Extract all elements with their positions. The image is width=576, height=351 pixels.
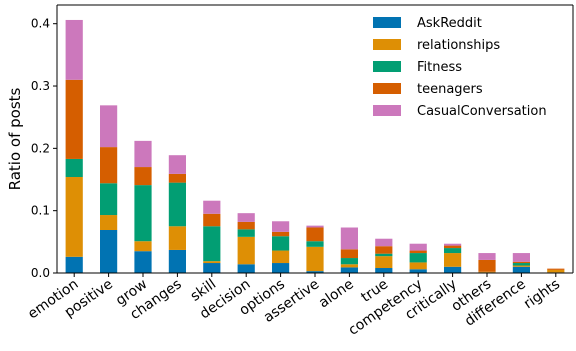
bar-segment-critically-AskReddit (444, 266, 462, 273)
bar-segment-critically-teenagers (444, 245, 462, 249)
y-tick-label: 0.1 (31, 204, 50, 218)
bar-segment-difference-Fitness (512, 263, 530, 266)
bar-segment-grow-AskReddit (134, 251, 152, 273)
legend-swatch-teenagers (373, 83, 401, 94)
bar-segment-competency-relationships (409, 262, 427, 270)
legend-label-CasualConversation: CasualConversation (417, 104, 547, 119)
bar-segment-decision-CasualConversation (237, 213, 255, 222)
bar-segment-changes-CasualConversation (168, 155, 186, 174)
bar-segment-alone-teenagers (340, 249, 358, 259)
bar-segment-others-relationships (478, 271, 496, 273)
bar-segment-difference-AskReddit (512, 266, 530, 273)
bar-segment-emotion-AskReddit (65, 256, 83, 273)
bar-segment-skill-Fitness (203, 226, 221, 262)
bar-segment-true-AskReddit (375, 268, 393, 273)
bar-segment-grow-teenagers (134, 167, 152, 186)
bar-segment-changes-AskReddit (168, 249, 186, 273)
bar-segment-alone-relationships (340, 264, 358, 268)
legend: AskReddit relationships Fitness teenagers Ca… (373, 16, 547, 119)
bar-segment-options-relationships (272, 250, 290, 264)
x-tick-label-rights: rights (521, 276, 563, 312)
bar-segment-true-teenagers (375, 246, 393, 254)
bar-segment-decision-teenagers (237, 221, 255, 230)
bar-segment-options-AskReddit (272, 263, 290, 273)
legend-swatch-relationships (373, 39, 401, 50)
y-tick-label: 0.2 (31, 141, 50, 155)
bar-segment-critically-relationships (444, 253, 462, 267)
bar-segment-alone-CasualConversation (340, 227, 358, 250)
bar-segment-competency-CasualConversation (409, 243, 427, 251)
legend-swatch-CasualConversation (373, 105, 401, 116)
y-tick-label: 0.3 (31, 79, 50, 93)
bar-segment-changes-teenagers (168, 173, 186, 183)
bar-segment-alone-AskReddit (340, 267, 358, 273)
x-tick-label-alone: alone (316, 276, 357, 311)
y-axis-label: Ratio of posts (6, 87, 24, 190)
y-tick-label: 0.4 (31, 17, 50, 31)
bar-segment-true-CasualConversation (375, 238, 393, 247)
bar-segment-grow-Fitness (134, 185, 152, 242)
bar-segment-grow-CasualConversation (134, 140, 152, 168)
bar-segment-rights-relationships (547, 269, 565, 273)
bar-segment-true-Fitness (375, 253, 393, 257)
bar-segment-difference-CasualConversation (512, 253, 530, 262)
bar-segment-critically-Fitness (444, 248, 462, 254)
bar-segment-difference-teenagers (512, 261, 530, 264)
bar-segment-options-CasualConversation (272, 221, 290, 232)
bar-segment-difference-relationships (512, 265, 530, 267)
bar-segment-positive-teenagers (100, 147, 118, 184)
bar-segment-positive-CasualConversation (100, 105, 118, 148)
bar-segment-rights-teenagers (547, 268, 565, 270)
bar-segment-skill-relationships (203, 261, 221, 264)
bar-segment-competency-AskReddit (409, 269, 427, 273)
bar-segment-positive-AskReddit (100, 230, 118, 273)
bar-segment-assertive-CasualConversation (306, 225, 324, 228)
legend-swatch-AskReddit (373, 17, 401, 28)
bar-segment-positive-relationships (100, 215, 118, 230)
legend-swatch-Fitness (373, 61, 401, 72)
y-tick-label: 0.0 (31, 266, 50, 280)
bar-segment-emotion-CasualConversation (65, 19, 83, 80)
bar-segment-alone-Fitness (340, 258, 358, 265)
bar-segment-options-teenagers (272, 231, 290, 237)
bar-segment-positive-Fitness (100, 183, 118, 216)
bar-segment-skill-AskReddit (203, 263, 221, 273)
bar-segment-assertive-teenagers (306, 227, 324, 242)
bar-segment-emotion-relationships (65, 177, 83, 257)
bar-segment-competency-Fitness (409, 253, 427, 263)
bars-group (65, 19, 565, 273)
bar-segment-decision-Fitness (237, 229, 255, 237)
bar-segment-changes-Fitness (168, 182, 186, 227)
bar-segment-decision-relationships (237, 236, 255, 265)
legend-label-teenagers: teenagers (417, 82, 483, 97)
bar-segment-critically-CasualConversation (444, 243, 462, 246)
bar-segment-emotion-Fitness (65, 158, 83, 178)
bar-segment-assertive-Fitness (306, 241, 324, 247)
bar-segment-skill-teenagers (203, 213, 221, 227)
bar-segment-changes-relationships (168, 226, 186, 250)
legend-label-Fitness: Fitness (417, 60, 462, 75)
legend-label-relationships: relationships (417, 38, 500, 53)
bar-segment-assertive-relationships (306, 246, 324, 272)
bar-segment-skill-CasualConversation (203, 200, 221, 214)
bar-segment-others-CasualConversation (478, 253, 496, 260)
y-ticks-group: 0.0 0.1 0.2 0.3 0.4 (31, 17, 57, 280)
bar-segment-emotion-teenagers (65, 79, 83, 159)
legend-label-AskReddit: AskReddit (417, 16, 482, 31)
bar-segment-assertive-AskReddit (306, 271, 324, 273)
bar-segment-options-Fitness (272, 236, 290, 251)
bar-segment-competency-teenagers (409, 250, 427, 254)
bar-segment-others-teenagers (478, 259, 496, 272)
bar-segment-grow-relationships (134, 241, 152, 252)
bar-segment-true-relationships (375, 256, 393, 269)
bar-segment-decision-AskReddit (237, 264, 255, 273)
